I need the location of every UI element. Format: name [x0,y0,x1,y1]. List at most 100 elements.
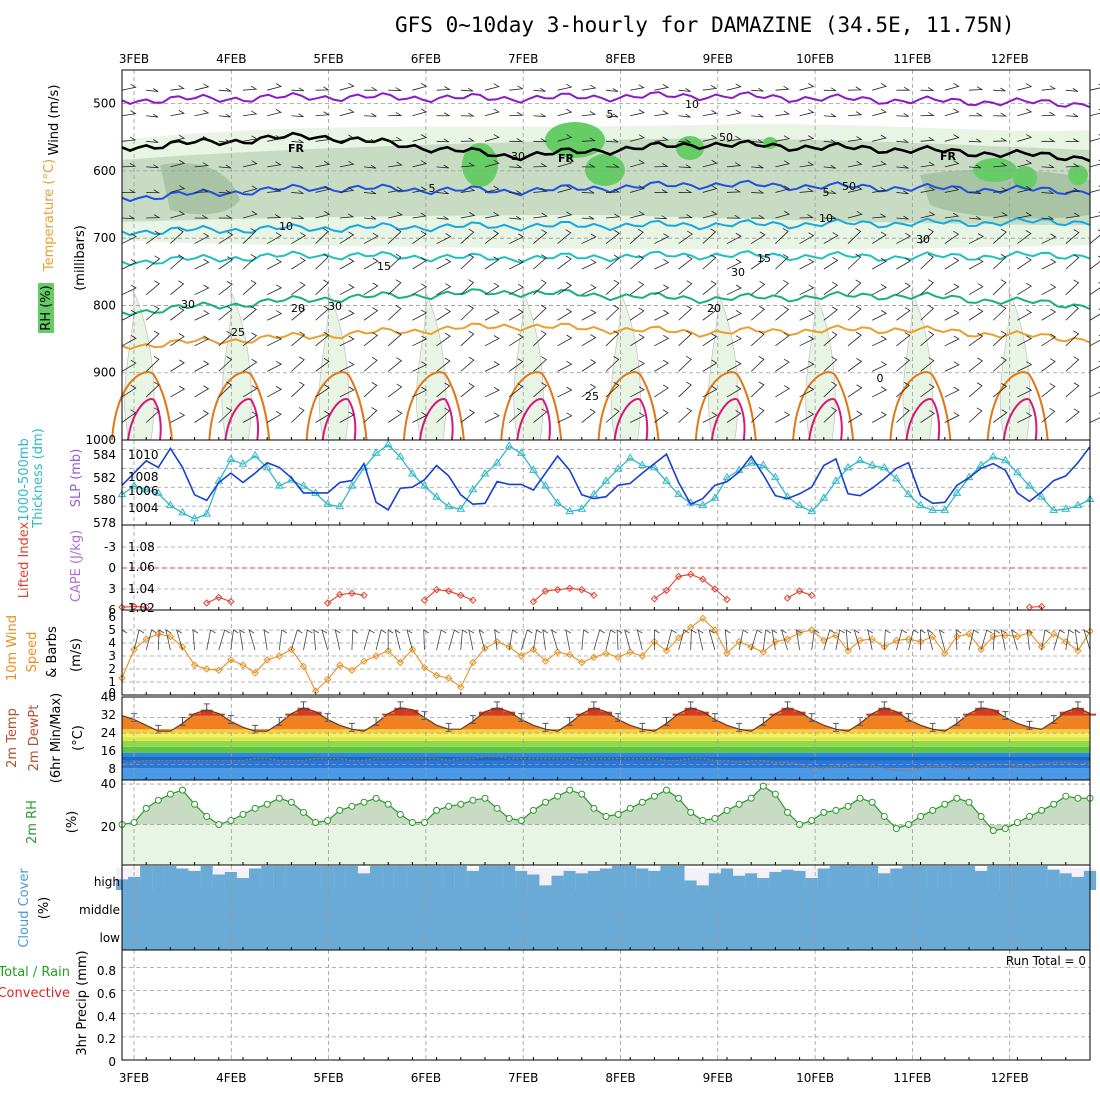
ylabel-dewpt2m: 2m DewPt [27,705,42,772]
rh-marker [481,794,489,802]
contour-label: 20 [707,302,721,315]
surface-wind-barb [1010,629,1018,651]
cloud-high-bar [733,875,746,890]
rh-marker [300,808,307,816]
wind-speed-marker [565,650,574,659]
wind-barb [363,164,377,169]
wind-barb [484,386,500,398]
wind-barb [533,113,546,117]
wind-barb [702,254,717,270]
wind-barb [726,188,742,193]
surface-wind-barb [823,629,836,651]
wind-barb [509,85,524,91]
wind-barb [968,407,983,423]
wind-barb [678,88,691,92]
wind-barb [170,411,186,423]
surface-wind-barb [883,629,891,651]
wind-barb [218,281,233,296]
wind-barb [920,357,935,372]
wind-barb [654,334,670,347]
wind-barb [872,134,887,142]
lifted-index-marker [202,599,211,607]
wind-barb [557,360,573,372]
wind-speed-marker [553,648,562,656]
ylabel-rh2m-units: (%) [65,811,80,834]
cloud-high-gap [212,868,225,875]
rh-shade-dark [160,163,240,215]
cloud-high-gap [188,868,201,871]
wind-barb [678,230,693,244]
wind-speed-marker [783,635,792,643]
wind-barb [218,407,233,423]
wind-barb [726,232,742,244]
wind-barb [291,232,307,244]
cloud-high-bar [769,872,782,890]
rh-marker [820,808,828,816]
wind-barb [533,356,547,372]
cloud-high-bar [975,870,988,890]
wind-barb [460,162,476,168]
wind-barb [847,111,863,117]
lifted-index-marker [227,597,235,606]
isotherm-30 [889,371,952,441]
y-tick-label: 40 [101,690,116,704]
wind-barb [726,214,742,219]
wind-barb [1041,164,1055,168]
cloud-high-bar [745,873,758,890]
wind-barb [363,232,379,244]
temp-hot-fill [987,709,1000,716]
wind-barb [823,232,839,244]
thickness-marker [928,505,938,513]
wind-barb [1041,283,1057,296]
rh-marker [166,790,174,798]
wind-barb [363,113,377,117]
wind-barb [1065,279,1080,295]
date-tick-bottom: 6FEB [411,1071,441,1085]
wind-barb [484,134,500,142]
y-tick-label: 0 [108,1055,116,1069]
cloud-high-bar [176,868,189,890]
wind-barb [1017,185,1033,193]
thickness-marker [250,450,260,459]
wind-barb [823,407,838,423]
cloud-high-gap [1071,868,1084,877]
thickness-marker [650,462,659,471]
wind-barb [726,360,742,372]
wind-barb [146,88,159,92]
wind-barb [267,187,282,193]
thickness-marker [807,506,817,515]
wind-barb [968,332,984,347]
wind-barb [678,355,692,372]
wind-barb [872,310,888,321]
wind-barb [267,109,282,117]
cloud-high-bar [563,870,576,890]
wind-barb [460,409,475,423]
wind-barb [702,359,718,372]
wind-barb [993,87,1006,92]
cloud-high-bar [890,868,903,890]
thickness-marker [698,500,708,509]
wind-speed-marker [396,658,405,667]
wind-barb [992,383,1008,398]
wind-barb [242,228,257,244]
wind-barb [944,335,960,347]
wind-barb [363,138,377,143]
wind-barb [509,233,525,244]
cloud-high-bar [200,866,213,890]
contour-label: 30 [731,266,745,279]
wind-barb [872,213,887,219]
wind-barb [847,253,862,270]
wind-barb [775,85,790,91]
cloud-high-bar [140,866,153,890]
temp-hot-fill [382,713,395,716]
wind-barb [581,189,595,194]
wind-barb [1041,111,1056,117]
surface-wind-barb [394,629,401,651]
temp-color-band [122,746,1090,753]
thickness-marker [456,504,466,512]
wind-barb [944,186,960,193]
wind-speed-marker [457,683,465,691]
wind-barb [920,279,934,295]
wind-barb [726,135,742,142]
rh-marker [892,825,900,833]
